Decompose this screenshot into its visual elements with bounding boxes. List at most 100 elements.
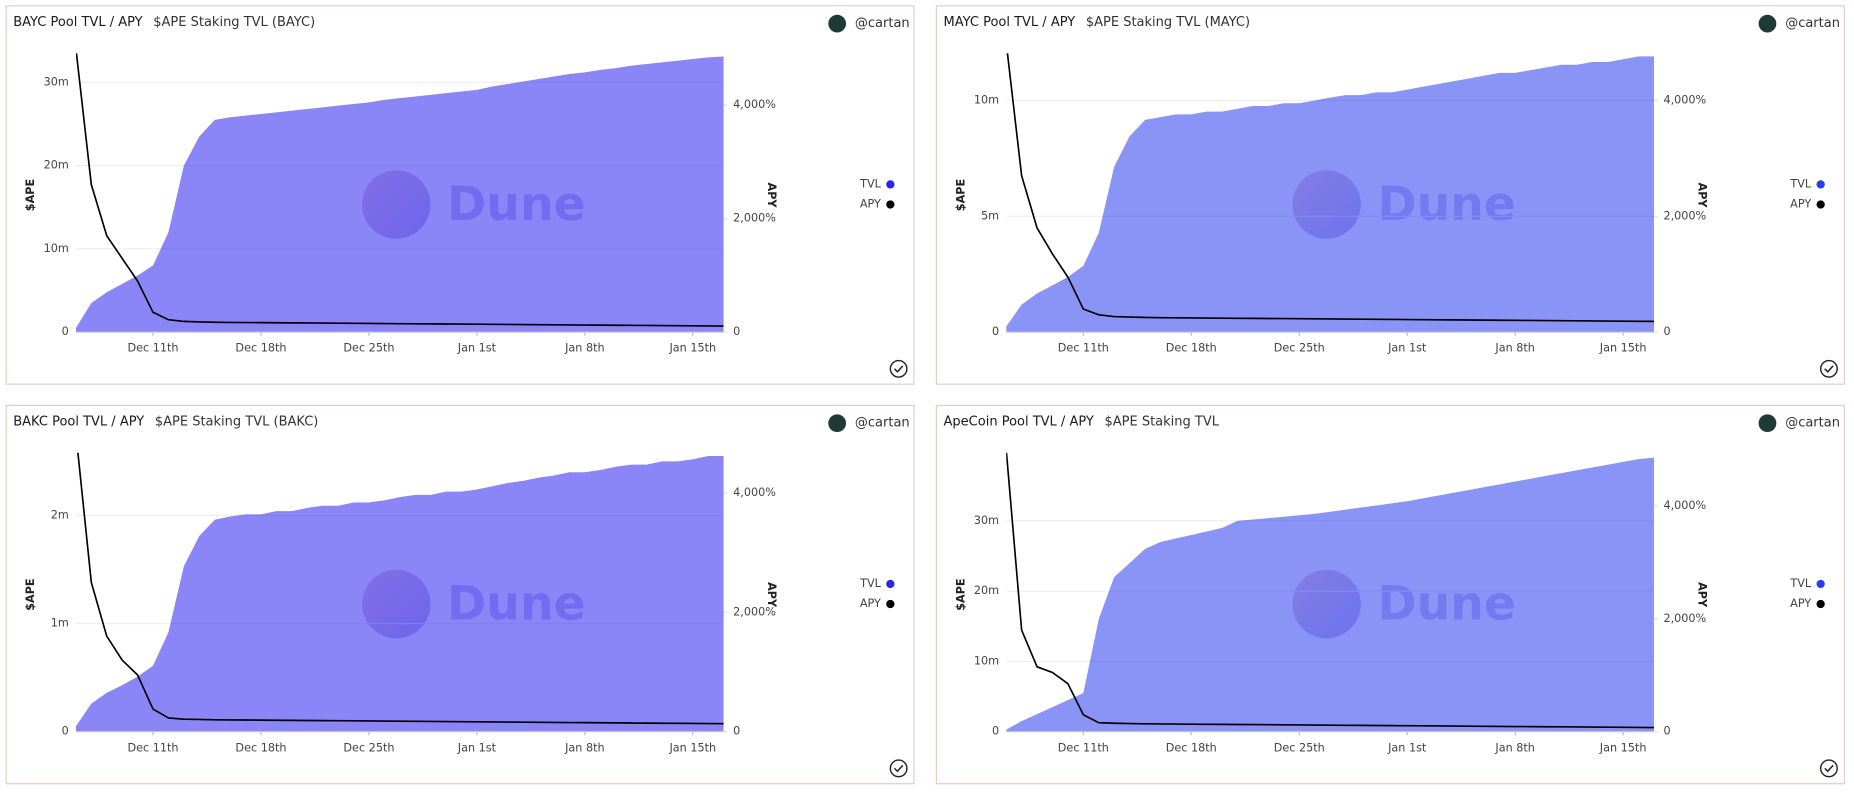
legend-dot [1816, 180, 1825, 189]
author-avatar [1758, 414, 1777, 433]
x-tick-label: Jan 8th [1494, 342, 1535, 355]
y2-tick-label: 0 [1663, 725, 1670, 738]
check-icon[interactable] [1819, 359, 1838, 378]
x-tick-label: Jan 1st [1387, 342, 1427, 355]
y2-tick-label: 0 [733, 325, 740, 338]
check-icon[interactable] [889, 359, 908, 378]
apy-line [1006, 53, 1654, 323]
check-mark [893, 764, 904, 773]
y-tick-label: 1m [51, 617, 69, 630]
chart-panel: DuneMAYC Pool TVL / APY$APE Staking TVL … [935, 5, 1845, 385]
tvl-area [1006, 56, 1654, 333]
chart-panel: DuneBAYC Pool TVL / APY$APE Staking TVL … [5, 5, 915, 385]
apy-line [1006, 452, 1654, 729]
y-tick-label: 2m [51, 508, 69, 521]
legend-label: TVL [1789, 177, 1812, 190]
check-mark [893, 365, 904, 373]
y2-tick-label: 4,000% [1663, 499, 1706, 512]
chart-title: BAKC Pool TVL / APY [13, 415, 144, 430]
y-tick-label: 30m [44, 75, 69, 88]
apy-line [77, 452, 724, 725]
x-tick-label: Jan 15th [669, 342, 717, 355]
check-mark [1824, 365, 1834, 373]
check-circle [1819, 759, 1838, 778]
y2-axis-label: APY [1695, 582, 1708, 608]
y2-tick-label: 2,000% [1663, 612, 1706, 625]
x-tick-label: Jan 8th [564, 342, 605, 355]
legend-label: APY [1790, 597, 1811, 610]
chart-subtitle: $APE Staking TVL (BAKC) [155, 415, 318, 430]
chart-subtitle: $APE Staking TVL (BAYC) [153, 15, 315, 30]
legend-label: TVL [859, 577, 882, 590]
x-tick-label: Jan 1st [457, 342, 497, 355]
legend-label: APY [860, 198, 881, 211]
author-avatar [828, 14, 847, 33]
check-circle [889, 759, 908, 778]
check-icon[interactable] [1819, 759, 1838, 778]
y2-tick-label: 0 [1663, 325, 1670, 338]
x-tick-label: Dec 11th [127, 342, 178, 355]
legend-dot [1816, 599, 1825, 609]
tvl-area [75, 455, 724, 732]
author[interactable]: @cartan [1785, 416, 1840, 431]
legend-dot [1816, 200, 1825, 209]
chart-subtitle: $APE Staking TVL [1104, 415, 1219, 430]
tvl-area [1006, 457, 1654, 732]
check-icon[interactable] [889, 759, 908, 778]
legend-dot [886, 599, 895, 609]
x-tick-label: Dec 25th [1274, 741, 1325, 754]
y2-tick-label: 4,000% [1663, 93, 1706, 106]
y-tick-label: 0 [992, 725, 999, 738]
author-avatar [1758, 14, 1777, 33]
y-tick-label: 20m [44, 159, 69, 172]
tvl-area [75, 56, 724, 333]
x-tick-label: Jan 1st [1387, 741, 1427, 754]
y-tick-label: 5m [981, 209, 999, 222]
check-circle [1819, 359, 1838, 378]
x-tick-label: Dec 18th [235, 741, 286, 754]
legend-dot [1816, 579, 1825, 589]
chart-subtitle: $APE Staking TVL (MAYC) [1086, 15, 1250, 30]
x-tick-label: Jan 15th [669, 741, 717, 754]
chart-title: ApeCoin Pool TVL / APY [944, 415, 1094, 430]
author[interactable]: @cartan [855, 416, 910, 431]
x-tick-label: Dec 25th [343, 342, 394, 355]
y-tick-label: 0 [62, 725, 69, 738]
x-tick-label: Dec 11th [1058, 741, 1109, 754]
y-axis-label: $APE [954, 179, 967, 211]
chart-title: BAYC Pool TVL / APY [13, 15, 142, 30]
y-axis-label: $APE [24, 179, 37, 211]
y-tick-label: 0 [992, 325, 999, 338]
author[interactable]: @cartan [1785, 16, 1840, 31]
x-tick-label: Dec 11th [1058, 342, 1109, 355]
x-tick-label: Dec 18th [235, 342, 286, 355]
legend-label: APY [860, 597, 881, 610]
author[interactable]: @cartan [855, 16, 910, 31]
x-tick-label: Jan 8th [1494, 741, 1535, 754]
y-tick-label: 0 [62, 325, 69, 338]
x-tick-label: Jan 15th [1599, 741, 1647, 754]
y-tick-label: 10m [44, 242, 69, 255]
y2-tick-label: 2,000% [733, 605, 776, 618]
y-axis-label: $APE [954, 578, 967, 610]
y-axis-label: $APE [24, 578, 37, 610]
legend-dot [886, 200, 895, 209]
y2-tick-label: 4,000% [733, 98, 776, 111]
chart-panel: DuneApeCoin Pool TVL / APY$APE Staking T… [935, 404, 1845, 785]
x-tick-label: Dec 18th [1166, 342, 1217, 355]
legend-label: TVL [1789, 577, 1812, 590]
y2-axis-label: APY [765, 183, 778, 209]
y-tick-label: 30m [974, 514, 999, 527]
x-tick-label: Jan 1st [457, 741, 497, 754]
y-tick-label: 20m [974, 584, 999, 597]
x-tick-label: Dec 25th [343, 741, 394, 754]
legend-label: TVL [859, 177, 882, 190]
legend-dot [886, 579, 895, 589]
y-tick-label: 10m [974, 654, 999, 667]
apy-line [75, 53, 724, 327]
chart-panel: DuneBAKC Pool TVL / APY$APE Staking TVL … [5, 404, 915, 785]
x-tick-label: Dec 25th [1274, 342, 1325, 355]
y2-tick-label: 2,000% [733, 212, 776, 225]
y2-axis-label: APY [765, 582, 778, 608]
